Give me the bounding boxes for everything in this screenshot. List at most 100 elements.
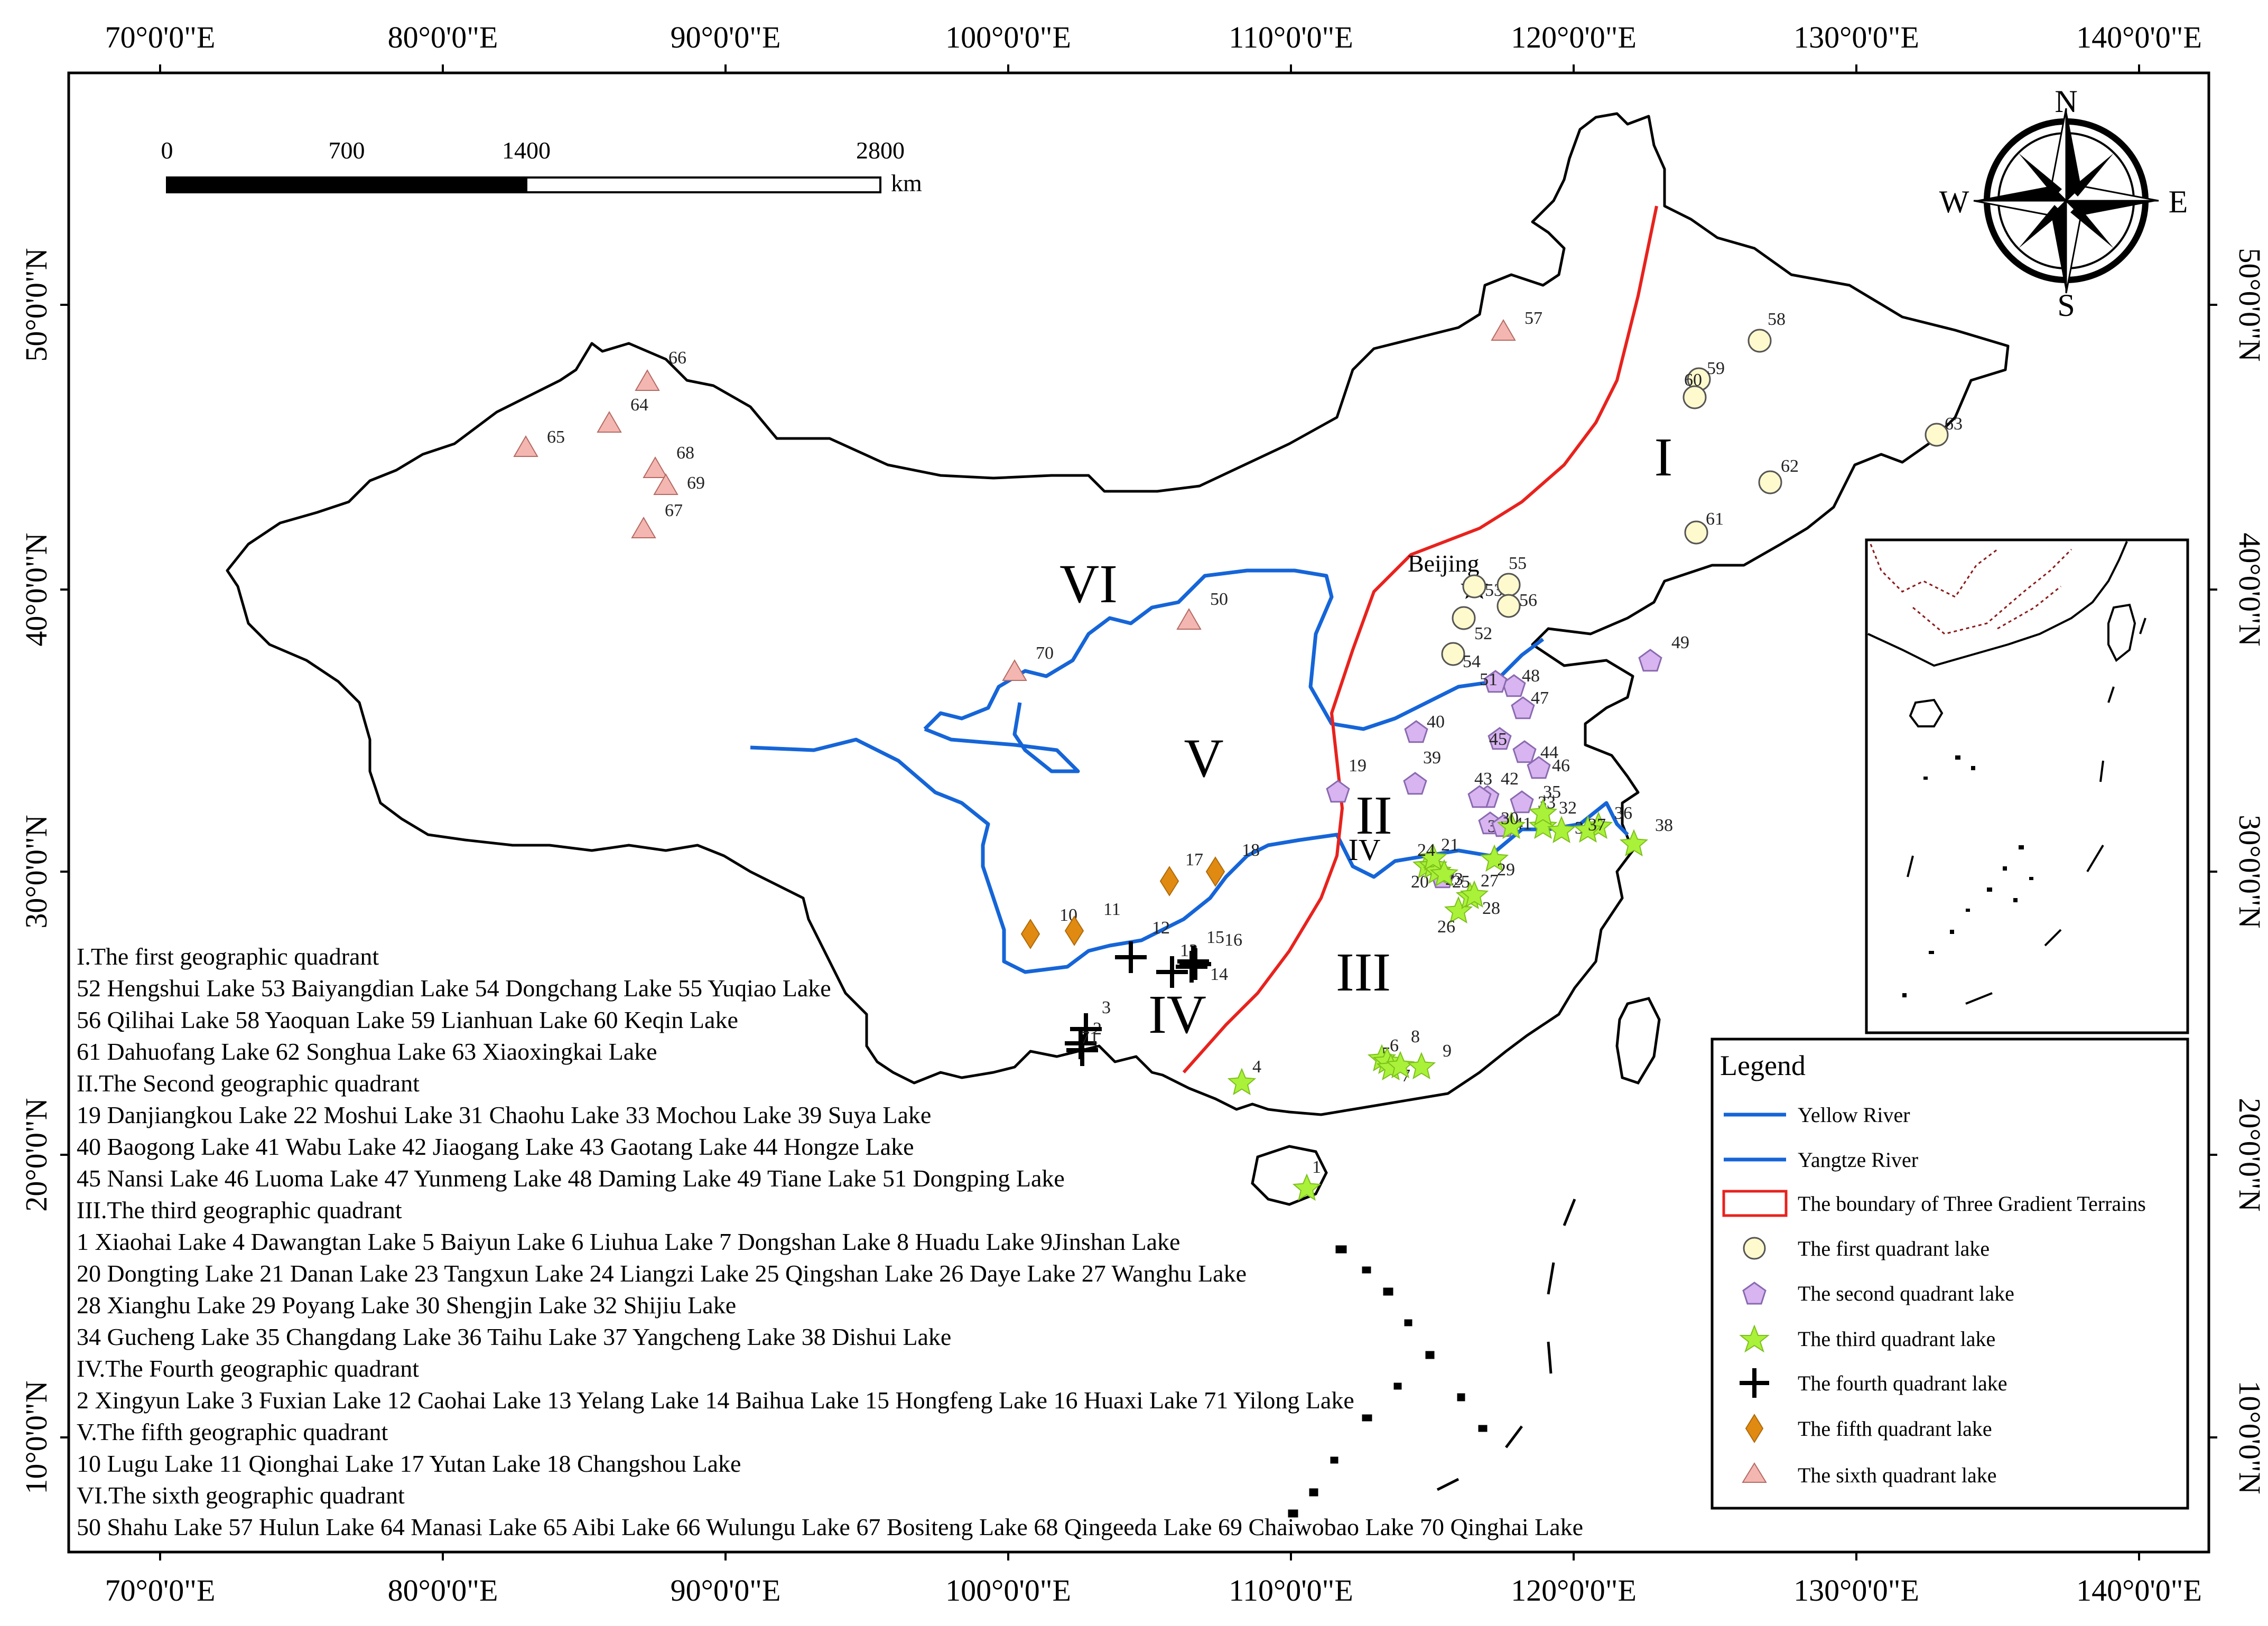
lake-number-47: 47 bbox=[1531, 688, 1549, 708]
lake-number-65: 65 bbox=[547, 427, 565, 447]
scale-unit: km bbox=[891, 170, 922, 197]
lake-marker-49 bbox=[1638, 649, 1662, 672]
note-line: 10 Lugu Lake 11 Qionghai Lake 17 Yutan L… bbox=[77, 1450, 741, 1477]
scale-bar-white bbox=[525, 176, 881, 193]
lake-number-27: 27 bbox=[1481, 871, 1499, 891]
lon-labels-top: 70°0'0"E 80°0'0"E 90°0'0"E 100°0'0"E 110… bbox=[105, 20, 2202, 54]
lake-marker-71 bbox=[1065, 1027, 1096, 1059]
lake-number-4: 4 bbox=[1252, 1057, 1261, 1077]
lake-number-45: 45 bbox=[1489, 730, 1507, 749]
note-line: 1 Xiaohai Lake 4 Dawangtan Lake 5 Baiyun… bbox=[77, 1228, 1180, 1255]
lake-number-16: 16 bbox=[1224, 930, 1242, 950]
lake-marker-33 bbox=[1510, 790, 1534, 814]
lake-number-64: 64 bbox=[630, 395, 648, 415]
lake-marker-26 bbox=[1444, 896, 1473, 924]
compass-e: E bbox=[2169, 184, 2188, 219]
lon-label: 110°0'0"E bbox=[1229, 20, 1353, 54]
lake-markers: 5253545556585960616263192231333940414243… bbox=[513, 309, 1963, 1201]
note-line: II.The Second geographic quadrant bbox=[77, 1070, 420, 1097]
lake-marker-45 bbox=[1488, 727, 1512, 750]
inset-islands bbox=[1902, 755, 2033, 997]
lake-marker-34 bbox=[1547, 816, 1576, 844]
taiwan-island bbox=[1615, 997, 1661, 1085]
lake-number-19: 19 bbox=[1349, 756, 1367, 775]
lake-marker-24 bbox=[1418, 843, 1448, 871]
note-line: 50 Shahu Lake 57 Hulun Lake 64 Manasi La… bbox=[77, 1513, 1583, 1540]
legend-q4-swatch bbox=[1740, 1368, 1769, 1398]
lake-marker-52 bbox=[1452, 606, 1476, 630]
scale-label: 2800 bbox=[856, 137, 905, 164]
lake-number-12: 12 bbox=[1152, 918, 1170, 938]
lat-label: 20°0'0"N bbox=[2233, 1098, 2267, 1211]
lake-number-26: 26 bbox=[1437, 917, 1455, 937]
lake-number-39: 39 bbox=[1423, 748, 1441, 768]
lon-labels-bottom: 70°0'0"E 80°0'0"E 90°0'0"E 100°0'0"E 110… bbox=[105, 1573, 2202, 1608]
inset-taiwan bbox=[2107, 603, 2136, 662]
lon-label: 80°0'0"E bbox=[388, 1573, 498, 1608]
lake-number-57: 57 bbox=[1525, 309, 1542, 328]
note-line: 45 Nansi Lake 46 Luoma Lake 47 Yunmeng L… bbox=[77, 1165, 1065, 1192]
lake-number-17: 17 bbox=[1185, 850, 1203, 870]
lake-marker-25 bbox=[1429, 859, 1459, 887]
lake-number-40: 40 bbox=[1427, 712, 1445, 732]
lake-marker-54 bbox=[1441, 642, 1465, 666]
terrain-boundary bbox=[1182, 205, 1658, 1073]
lake-marker-40 bbox=[1404, 720, 1428, 743]
lake-marker-44 bbox=[1512, 740, 1537, 763]
lon-label: 140°0'0"E bbox=[2076, 20, 2202, 54]
lake-marker-39 bbox=[1403, 772, 1427, 795]
lake-marker-58 bbox=[1748, 329, 1772, 353]
map-frame bbox=[67, 71, 2210, 1554]
lake-number-30: 30 bbox=[1501, 809, 1519, 828]
legend-boundary: The boundary of Three Gradient Terrains bbox=[1798, 1192, 2146, 1216]
compass-rose: N S E W bbox=[1939, 84, 2188, 323]
lake-number-14: 14 bbox=[1210, 965, 1228, 984]
lon-label: 110°0'0"E bbox=[1229, 1573, 1353, 1608]
lake-number-49: 49 bbox=[1671, 633, 1689, 652]
lat-labels-right: 50°0'0"N 40°0'0"N 30°0'0"N 20°0'0"N 10°0… bbox=[2233, 248, 2267, 1494]
lake-number-3: 3 bbox=[1102, 998, 1111, 1017]
lat-tick-marks bbox=[60, 304, 2217, 1438]
lon-label: 100°0'0"E bbox=[945, 20, 1071, 54]
legend-boundary-swatch bbox=[1722, 1190, 1788, 1217]
legend-q2-swatch bbox=[1742, 1282, 1767, 1305]
legend-q5-swatch bbox=[1745, 1414, 1764, 1443]
lake-marker-13 bbox=[1156, 956, 1188, 988]
note-line: 20 Dongting Lake 21 Danan Lake 23 Tangxu… bbox=[77, 1260, 1247, 1287]
lon-label: 90°0'0"E bbox=[671, 20, 781, 54]
compass-s: S bbox=[2057, 288, 2075, 323]
lake-marker-66 bbox=[635, 369, 660, 391]
lake-number-38: 38 bbox=[1655, 816, 1673, 835]
note-line: VI.The sixth geographic quadrant bbox=[77, 1482, 405, 1509]
lake-number-8: 8 bbox=[1411, 1027, 1420, 1046]
scale-bar-black bbox=[166, 176, 527, 193]
region-label-I: I bbox=[1654, 427, 1673, 488]
legend-yellow-river: Yellow River bbox=[1798, 1103, 1910, 1127]
lon-label: 130°0'0"E bbox=[1793, 1573, 1919, 1608]
lake-marker-51 bbox=[1483, 670, 1508, 693]
lake-number-6: 6 bbox=[1390, 1036, 1399, 1055]
lat-label: 50°0'0"N bbox=[19, 248, 53, 361]
lake-marker-68 bbox=[643, 456, 668, 478]
lake-marker-32 bbox=[1528, 811, 1558, 839]
compass-n: N bbox=[2055, 84, 2077, 119]
lake-number-54: 54 bbox=[1463, 652, 1481, 671]
lake-marker-69 bbox=[653, 473, 678, 495]
lake-number-48: 48 bbox=[1522, 666, 1540, 686]
lake-marker-12 bbox=[1115, 941, 1147, 973]
lon-label: 80°0'0"E bbox=[388, 20, 498, 54]
inset-coast bbox=[1867, 541, 2128, 667]
note-line: 61 Dahuofang Lake 62 Songhua Lake 63 Xia… bbox=[77, 1038, 657, 1065]
note-line: V.The fifth geographic quadrant bbox=[77, 1418, 388, 1445]
lake-marker-64 bbox=[597, 411, 622, 433]
lake-marker-1 bbox=[1292, 1173, 1322, 1201]
note-line: III.The third geographic quadrant bbox=[77, 1197, 402, 1223]
lake-number-70: 70 bbox=[1036, 643, 1054, 663]
note-line: 40 Baogong Lake 41 Wabu Lake 42 Jiaogang… bbox=[77, 1133, 914, 1160]
note-line: 28 Xianghu Lake 29 Poyang Lake 30 Shengj… bbox=[77, 1292, 736, 1319]
inset-map bbox=[1865, 538, 2189, 1034]
lake-marker-70 bbox=[1002, 659, 1027, 681]
lake-number-59: 59 bbox=[1707, 359, 1725, 378]
lake-marker-3 bbox=[1070, 1013, 1102, 1045]
